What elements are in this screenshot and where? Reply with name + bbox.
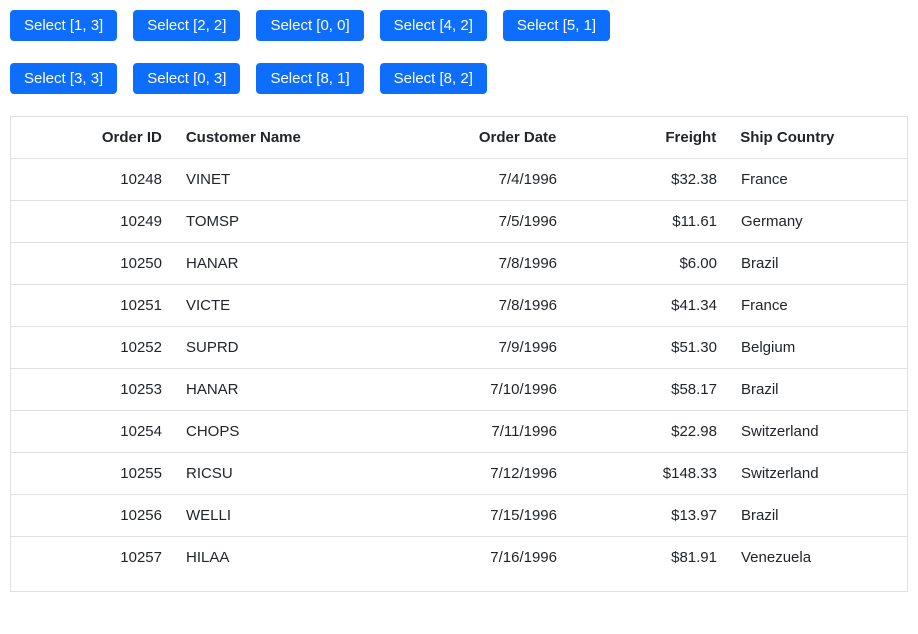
- orders-grid: Order ID Customer Name Order Date Freigh…: [10, 116, 908, 592]
- cell-freight: $148.33: [571, 453, 731, 494]
- col-header-orderid[interactable]: Order ID: [11, 117, 176, 158]
- cell-date: 7/8/1996: [406, 243, 571, 284]
- cell-freight: $6.00: [571, 243, 731, 284]
- cell-country: Switzerland: [731, 453, 891, 494]
- cell-customer: HILAA: [176, 537, 406, 578]
- cell-orderid: 10256: [11, 495, 176, 536]
- cell-country: Switzerland: [731, 411, 891, 452]
- cell-date: 7/8/1996: [406, 285, 571, 326]
- cell-orderid: 10253: [11, 369, 176, 410]
- cell-date: 7/10/1996: [406, 369, 571, 410]
- cell-customer: SUPRD: [176, 327, 406, 368]
- cell-country: Brazil: [731, 243, 891, 284]
- cell-customer: TOMSP: [176, 201, 406, 242]
- cell-orderid: 10248: [11, 159, 176, 200]
- table-row[interactable]: 10256WELLI7/15/1996$13.97Brazil: [11, 495, 907, 537]
- table-row[interactable]: 10252SUPRD7/9/1996$51.30Belgium: [11, 327, 907, 369]
- cell-country: France: [731, 285, 891, 326]
- table-row[interactable]: 10251VICTE7/8/1996$41.34France: [11, 285, 907, 327]
- cell-freight: $32.38: [571, 159, 731, 200]
- cell-date: 7/9/1996: [406, 327, 571, 368]
- cell-freight: $81.91: [571, 537, 731, 578]
- cell-orderid: 10254: [11, 411, 176, 452]
- cell-freight: $51.30: [571, 327, 731, 368]
- cell-date: 7/12/1996: [406, 453, 571, 494]
- select-button[interactable]: Select [0, 0]: [256, 10, 363, 41]
- cell-freight: $58.17: [571, 369, 731, 410]
- cell-customer: HANAR: [176, 369, 406, 410]
- cell-date: 7/15/1996: [406, 495, 571, 536]
- cell-country: Germany: [731, 201, 891, 242]
- table-row[interactable]: 10254CHOPS7/11/1996$22.98Switzerland: [11, 411, 907, 453]
- select-button[interactable]: Select [3, 3]: [10, 63, 117, 94]
- cell-country: Brazil: [731, 369, 891, 410]
- cell-orderid: 10249: [11, 201, 176, 242]
- cell-country: Belgium: [731, 327, 891, 368]
- cell-freight: $41.34: [571, 285, 731, 326]
- cell-customer: RICSU: [176, 453, 406, 494]
- cell-country: Venezuela: [731, 537, 891, 578]
- cell-customer: WELLI: [176, 495, 406, 536]
- table-row[interactable]: 10257HILAA7/16/1996$81.91Venezuela: [11, 537, 907, 578]
- cell-date: 7/16/1996: [406, 537, 571, 578]
- table-row[interactable]: 10248VINET7/4/1996$32.38France: [11, 159, 907, 201]
- select-button[interactable]: Select [8, 1]: [256, 63, 363, 94]
- col-header-date[interactable]: Order Date: [406, 117, 571, 158]
- cell-date: 7/5/1996: [406, 201, 571, 242]
- cell-orderid: 10257: [11, 537, 176, 578]
- cell-customer: HANAR: [176, 243, 406, 284]
- select-button[interactable]: Select [5, 1]: [503, 10, 610, 41]
- cell-orderid: 10250: [11, 243, 176, 284]
- table-row[interactable]: 10255RICSU7/12/1996$148.33Switzerland: [11, 453, 907, 495]
- select-button[interactable]: Select [0, 3]: [133, 63, 240, 94]
- cell-customer: CHOPS: [176, 411, 406, 452]
- table-row[interactable]: 10253HANAR7/10/1996$58.17Brazil: [11, 369, 907, 411]
- select-button[interactable]: Select [4, 2]: [380, 10, 487, 41]
- cell-date: 7/4/1996: [406, 159, 571, 200]
- cell-customer: VICTE: [176, 285, 406, 326]
- cell-country: France: [731, 159, 891, 200]
- cell-orderid: 10255: [11, 453, 176, 494]
- cell-date: 7/11/1996: [406, 411, 571, 452]
- table-row[interactable]: 10250HANAR7/8/1996$6.00Brazil: [11, 243, 907, 285]
- select-button[interactable]: Select [8, 2]: [380, 63, 487, 94]
- cell-customer: VINET: [176, 159, 406, 200]
- select-button[interactable]: Select [1, 3]: [10, 10, 117, 41]
- col-header-freight[interactable]: Freight: [570, 117, 730, 158]
- cell-freight: $22.98: [571, 411, 731, 452]
- col-header-country[interactable]: Ship Country: [730, 117, 890, 158]
- cell-country: Brazil: [731, 495, 891, 536]
- grid-header-row: Order ID Customer Name Order Date Freigh…: [11, 117, 907, 159]
- button-row-1: Select [1, 3] Select [2, 2] Select [0, 0] S…: [10, 10, 908, 41]
- select-button[interactable]: Select [2, 2]: [133, 10, 240, 41]
- grid-body[interactable]: 10248VINET7/4/1996$32.38France10249TOMSP…: [11, 159, 907, 591]
- table-row[interactable]: 10249TOMSP7/5/1996$11.61Germany: [11, 201, 907, 243]
- cell-freight: $13.97: [571, 495, 731, 536]
- col-header-customer[interactable]: Customer Name: [176, 117, 406, 158]
- cell-orderid: 10251: [11, 285, 176, 326]
- button-row-2: Select [3, 3] Select [0, 3] Select [8, 1] S…: [10, 63, 908, 94]
- cell-orderid: 10252: [11, 327, 176, 368]
- cell-freight: $11.61: [571, 201, 731, 242]
